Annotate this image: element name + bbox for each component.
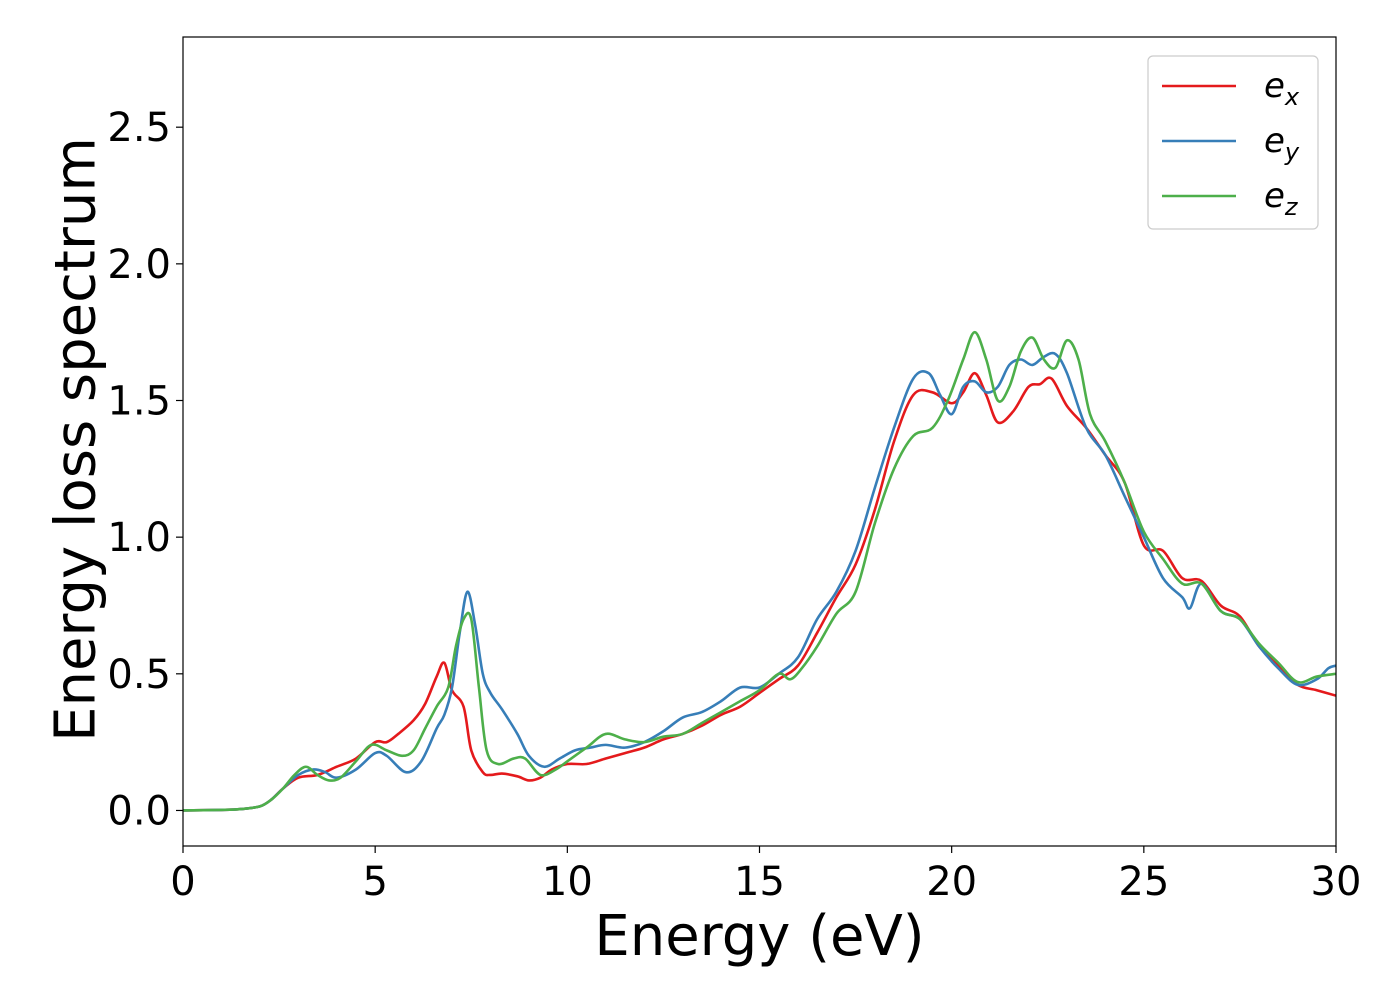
- legend-label-base: e: [1264, 66, 1285, 106]
- legend-label-base: e: [1264, 121, 1285, 161]
- x-tick-label: 15: [734, 859, 785, 905]
- y-tick-label: 0.0: [107, 788, 171, 834]
- x-tick-label: 10: [542, 859, 593, 905]
- x-tick-label: 25: [1118, 859, 1169, 905]
- y-tick-label: 2.5: [107, 105, 171, 151]
- y-axis-ticks: 0.0 0.5 1.0 1.5 2.0 2.5: [107, 105, 183, 834]
- series-layer: [183, 330, 1336, 812]
- x-tick-label: 30: [1311, 859, 1362, 905]
- x-tick-label: 5: [362, 859, 387, 905]
- y-axis-label: Energy loss spectrum: [44, 137, 109, 742]
- legend-label-x: ex: [1264, 66, 1300, 111]
- legend-label-subscript: y: [1284, 138, 1300, 166]
- legend-label-base: e: [1264, 176, 1285, 216]
- x-axis-label: Energy (eV): [594, 904, 924, 969]
- legend-label-y: ey: [1264, 121, 1300, 166]
- y-tick-label: 1.0: [107, 515, 171, 561]
- y-tick-label: 1.5: [107, 379, 171, 425]
- y-tick-label: 2.0: [107, 242, 171, 288]
- legend-box: [1147, 55, 1319, 230]
- legend-label-z: ez: [1264, 176, 1299, 221]
- x-axis-ticks: 0 5 10 15 20 25 30: [170, 846, 1361, 905]
- y-tick-label: 0.5: [107, 652, 171, 698]
- x-tick-label: 0: [170, 859, 195, 905]
- x-tick-label: 20: [926, 859, 977, 905]
- series-line-z: [183, 330, 1336, 812]
- legend-label-subscript: x: [1284, 83, 1300, 111]
- legend-label-subscript: z: [1284, 193, 1299, 221]
- series-line-y: [183, 351, 1336, 812]
- series-line-x: [183, 371, 1336, 812]
